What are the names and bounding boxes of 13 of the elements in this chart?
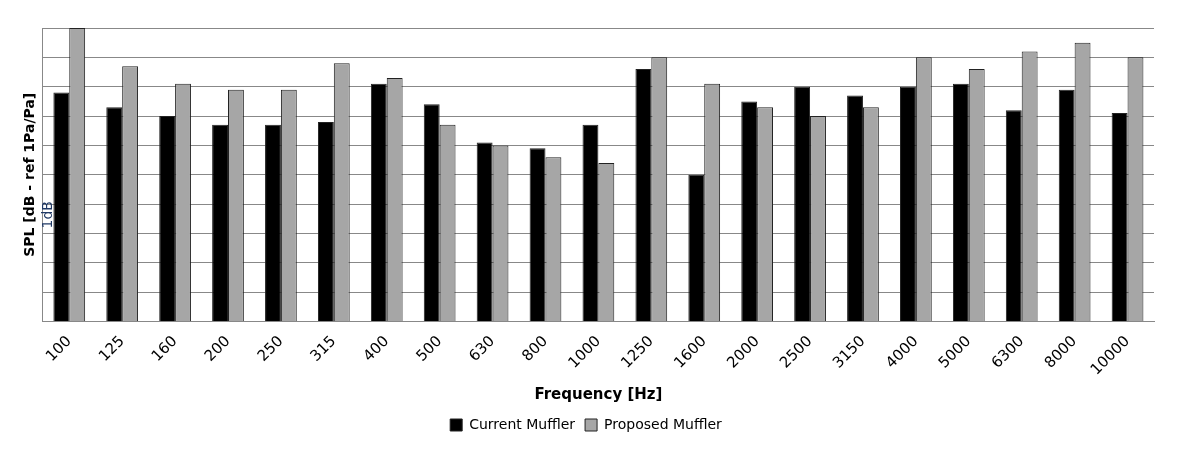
legend-label: Current Muffler (469, 415, 576, 432)
legend-label: Proposed Muffler (604, 415, 723, 432)
x-tick-label: 100 (41, 331, 75, 365)
x-axis-title: Frequency [Hz] (534, 384, 663, 403)
x-tick-label: 400 (359, 331, 393, 365)
x-tick-label: 630 (465, 331, 499, 365)
x-tick-label: 160 (147, 331, 181, 365)
annotation: 1dB (38, 201, 55, 229)
x-tick-label: 250 (253, 331, 287, 365)
x-tick-label: 200 (200, 331, 234, 365)
x-tick-label: 800 (518, 331, 552, 365)
x-tick-label: 500 (412, 331, 446, 365)
y-axis-title: SPL [dB - ref 1Pa/Pa] (21, 92, 38, 257)
